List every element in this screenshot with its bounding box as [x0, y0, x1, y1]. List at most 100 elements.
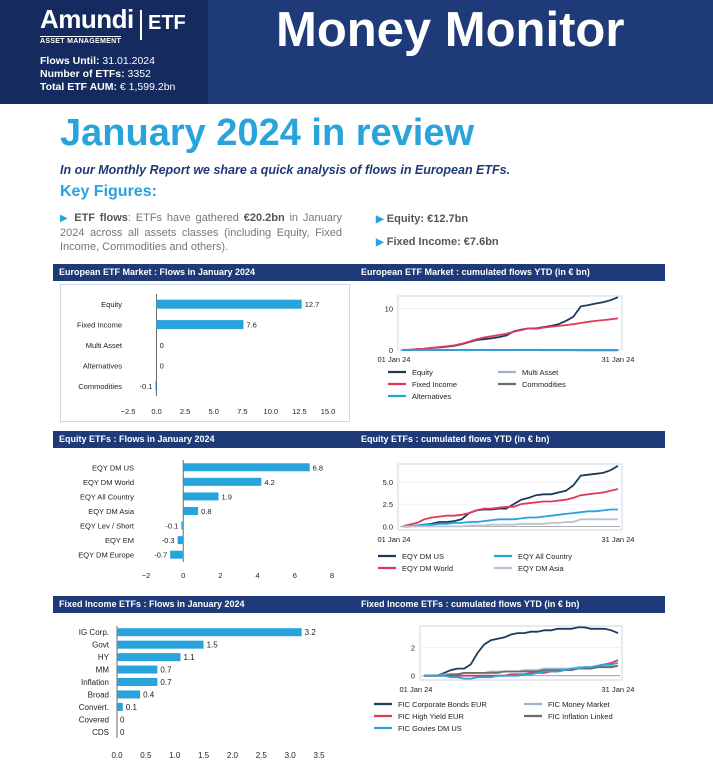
category-label: Convert. — [79, 703, 109, 712]
aum-value: € 1,599.2bn — [120, 81, 175, 93]
data-label: 0.7 — [160, 666, 172, 675]
triangle-bullet-icon: ▶ — [376, 214, 384, 225]
num-etfs-value: 3352 — [128, 68, 151, 80]
report-title: Money Monitor — [276, 2, 624, 58]
data-label: 0.8 — [201, 507, 211, 516]
plot-frame — [398, 296, 622, 350]
data-label: 12.7 — [305, 300, 320, 309]
x-tick-label: 8 — [330, 571, 334, 580]
y-tick-label: 0.0 — [383, 522, 393, 531]
data-label: 1.1 — [183, 653, 195, 662]
etf-logo-text: ETF — [148, 12, 186, 35]
x-tick-label: 7.5 — [237, 407, 247, 416]
category-label: HY — [98, 653, 110, 662]
category-label: Commodities — [78, 382, 122, 391]
amundi-logo: Amundi — [40, 4, 134, 35]
bar — [117, 666, 157, 674]
data-label: -0.1 — [165, 522, 178, 531]
series-line — [402, 489, 618, 526]
header-banner: Amundi ETF ASSET MANAGEMENT Flows Until:… — [0, 0, 713, 104]
y-tick-label: 2 — [411, 643, 415, 652]
category-label: EQY Lev / Short — [80, 522, 135, 531]
num-etfs-line: Number of ETFs: 3352 — [40, 68, 151, 80]
category-label: EQY DM World — [83, 478, 134, 487]
asset-management-text: ASSET MANAGEMENT — [40, 36, 121, 45]
x-tick-label: 01 Jan 24 — [400, 685, 433, 694]
x-tick-label: 4 — [256, 571, 260, 580]
fixed-income-key-figure: ▶ Fixed Income: €7.6bn — [376, 236, 499, 248]
legend-label: FIC High Yield EUR — [398, 712, 464, 721]
legend-label: EQY DM World — [402, 564, 453, 573]
x-tick-label: 31 Jan 24 — [602, 535, 635, 544]
x-tick-label: 0 — [181, 571, 185, 580]
y-tick-label: 5.0 — [383, 478, 393, 487]
bar — [117, 653, 180, 661]
bar — [178, 536, 184, 544]
x-tick-label: 10.0 — [264, 407, 279, 416]
x-tick-label: 1.0 — [169, 751, 181, 760]
x-tick-label: −2.5 — [121, 407, 136, 416]
category-label: Covered — [79, 715, 109, 724]
category-label: EQY DM Europe — [78, 551, 134, 560]
section-header-market: European ETF Market : Flows in January 2… — [53, 264, 665, 281]
key-figures-heading: Key Figures: — [60, 183, 157, 201]
x-tick-label: 0.0 — [151, 407, 161, 416]
data-label: 0.1 — [126, 703, 138, 712]
aum-line: Total ETF AUM: € 1,599.2bn — [40, 81, 175, 93]
x-tick-label: 01 Jan 24 — [378, 355, 411, 364]
data-label: 0 — [160, 341, 164, 350]
logo-block: Amundi ETF ASSET MANAGEMENT Flows Until:… — [0, 0, 208, 104]
category-label: CDS — [92, 728, 109, 737]
legend-label: EQY DM US — [402, 552, 444, 561]
legend-label: Commodities — [522, 380, 566, 389]
data-label: -0.7 — [154, 551, 167, 560]
category-label: Fixed Income — [77, 321, 122, 330]
data-label: 0 — [160, 361, 164, 370]
legend-label: Multi Asset — [522, 368, 559, 377]
x-tick-label: 12.5 — [292, 407, 307, 416]
bar — [117, 703, 123, 711]
etf-flows-value: €20.2bn — [244, 212, 285, 224]
data-label: -0.1 — [139, 382, 152, 391]
data-label: 6.8 — [313, 463, 323, 472]
x-tick-label: 1.5 — [198, 751, 210, 760]
y-tick-label: 0 — [411, 672, 415, 681]
bar — [155, 381, 156, 390]
y-tick-label: 0 — [389, 346, 393, 355]
legend-label: Alternatives — [412, 392, 451, 401]
x-tick-label: −2 — [142, 571, 151, 580]
x-tick-label: 2.0 — [227, 751, 239, 760]
bar — [183, 492, 218, 500]
bar — [157, 300, 302, 309]
data-label: 7.6 — [246, 321, 256, 330]
category-label: Broad — [88, 690, 109, 699]
data-label: 3.2 — [305, 628, 317, 637]
x-tick-label: 01 Jan 24 — [378, 535, 411, 544]
category-label: IG Corp. — [79, 628, 109, 637]
category-label: Inflation — [81, 678, 109, 687]
triangle-bullet-icon: ▶ — [60, 213, 69, 224]
triangle-bullet-icon: ▶ — [376, 237, 384, 248]
x-tick-label: 3.0 — [285, 751, 297, 760]
legend-label: Equity — [412, 368, 433, 377]
x-tick-label: 6 — [293, 571, 297, 580]
category-label: MM — [96, 666, 110, 675]
intro-text: In our Monthly Report we share a quick a… — [60, 163, 510, 177]
bar — [181, 522, 183, 530]
legend-label: FIC Govies DM US — [398, 724, 462, 733]
x-tick-label: 15.0 — [321, 407, 336, 416]
data-label: 0.7 — [160, 678, 172, 687]
category-label: EQY DM US — [92, 463, 134, 472]
review-title: January 2024 in review — [60, 112, 474, 155]
etf-flows-paragraph: ▶ ETF flows: ETFs have gathered €20.2bn … — [60, 211, 342, 254]
legend-label: EQY DM Asia — [518, 564, 565, 573]
